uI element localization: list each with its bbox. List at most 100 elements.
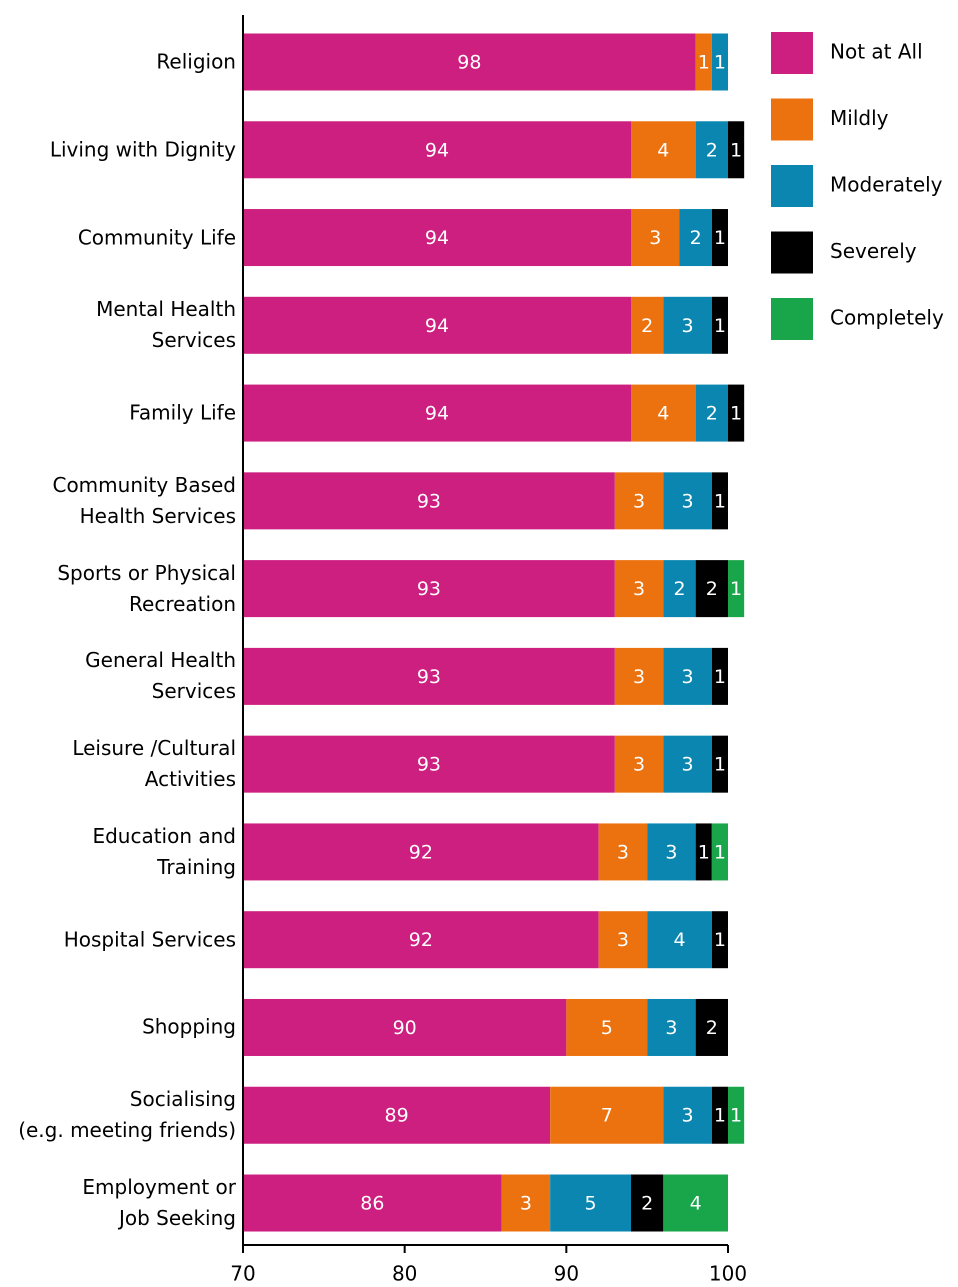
- bar-segment: [711, 472, 728, 530]
- legend-label: Not at All: [830, 40, 923, 64]
- bar-segment: [243, 121, 631, 179]
- value-label: 1: [730, 1105, 742, 1127]
- value-label: 2: [641, 1193, 653, 1215]
- legend-swatch: [771, 231, 813, 274]
- value-label: 92: [409, 841, 433, 863]
- bar-segment: [695, 121, 728, 179]
- bar-segment: [728, 384, 745, 442]
- value-label: 93: [417, 490, 441, 512]
- bar-segment: [711, 823, 728, 881]
- x-tick-label: 80: [392, 1262, 417, 1286]
- bar-segment: [711, 33, 728, 91]
- category-label: Religion: [156, 49, 236, 74]
- bar-segment: [647, 911, 712, 969]
- category-label: Family Life: [129, 400, 236, 425]
- value-label: 94: [425, 227, 449, 249]
- value-label: 3: [682, 1105, 694, 1127]
- value-label: 90: [393, 1017, 417, 1039]
- bar-segment: [663, 1174, 728, 1232]
- bar-segment: [243, 296, 631, 354]
- value-label: 3: [617, 929, 629, 951]
- bar-segment: [501, 1174, 551, 1232]
- bar-segment: [663, 735, 712, 793]
- value-label: 2: [706, 139, 718, 161]
- bar-segment: [631, 1174, 664, 1232]
- value-label: 3: [633, 490, 645, 512]
- value-label: 5: [601, 1017, 613, 1039]
- bar-segment: [728, 121, 745, 179]
- category-label: Hospital Services: [63, 927, 236, 952]
- value-label: 4: [690, 1193, 702, 1215]
- value-label: 1: [730, 403, 742, 425]
- category-label: Leisure /Cultural Activities: [72, 736, 236, 792]
- bar-segment: [614, 472, 664, 530]
- value-label: 98: [457, 52, 481, 74]
- value-label: 2: [673, 578, 685, 600]
- bar-segment: [243, 735, 615, 793]
- value-label: 3: [682, 490, 694, 512]
- value-label: 1: [730, 578, 742, 600]
- bar-segment: [614, 735, 664, 793]
- value-label: 2: [706, 1017, 718, 1039]
- value-label: 1: [714, 490, 726, 512]
- value-label: 86: [360, 1193, 384, 1215]
- bar-segment: [711, 1086, 728, 1144]
- bar-segment: [663, 1086, 712, 1144]
- bar-segment: [243, 472, 615, 530]
- value-label: 93: [417, 666, 441, 688]
- bar-segment: [243, 209, 631, 267]
- value-label: 2: [706, 403, 718, 425]
- bar-segment: [550, 1174, 631, 1232]
- bar-segment: [243, 33, 696, 91]
- value-label: 3: [617, 841, 629, 863]
- legend-swatch: [771, 98, 813, 141]
- bar-segment: [728, 560, 745, 618]
- category-label: Living with Dignity: [49, 137, 236, 162]
- value-label: 4: [657, 139, 669, 161]
- bar-segment: [663, 560, 696, 618]
- value-label: 3: [682, 666, 694, 688]
- bar-segment: [243, 1174, 502, 1232]
- category-label: Community Based Health Services: [52, 472, 236, 528]
- value-label: 3: [649, 227, 661, 249]
- bar-segment: [598, 823, 648, 881]
- value-label: 4: [673, 929, 685, 951]
- bar-segment: [695, 384, 728, 442]
- value-label: 5: [585, 1193, 597, 1215]
- value-label: 1: [714, 666, 726, 688]
- bar-segment: [695, 823, 712, 881]
- bar-segment: [243, 998, 567, 1056]
- bar-segment: [566, 998, 648, 1056]
- value-label: 93: [417, 578, 441, 600]
- value-label: 2: [690, 227, 702, 249]
- bar-segment: [243, 911, 599, 969]
- value-label: 2: [706, 578, 718, 600]
- bar-segment: [728, 1086, 745, 1144]
- value-label: 2: [641, 315, 653, 337]
- value-label: 94: [425, 315, 449, 337]
- value-label: 3: [633, 578, 645, 600]
- bar-segment: [550, 1086, 664, 1144]
- value-label: 1: [714, 929, 726, 951]
- bar-segment: [243, 560, 615, 618]
- value-label: 94: [425, 403, 449, 425]
- value-label: 93: [417, 754, 441, 776]
- category-label: Sports or Physical Recreation: [57, 560, 236, 616]
- x-tick-label: 70: [230, 1262, 255, 1286]
- bar-segment: [663, 296, 712, 354]
- bar-segment: [614, 647, 664, 705]
- bar-segment: [711, 911, 728, 969]
- value-label: 89: [384, 1105, 408, 1127]
- value-label: 3: [665, 841, 677, 863]
- category-label: Education and Training: [92, 823, 236, 879]
- bar-segment: [695, 33, 712, 91]
- x-tick-label: 90: [554, 1262, 579, 1286]
- bar-segment: [647, 823, 696, 881]
- legend-swatch: [771, 165, 813, 207]
- category-label: Mental Health Services: [96, 297, 236, 353]
- bar-segment: [243, 823, 599, 881]
- bar-segment: [243, 384, 631, 442]
- bar-segment: [631, 121, 696, 179]
